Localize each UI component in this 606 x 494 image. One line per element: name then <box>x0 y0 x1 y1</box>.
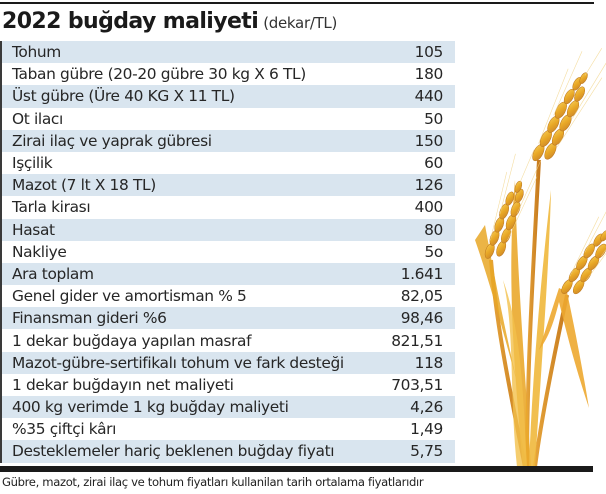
row-value: 4,26 <box>410 398 443 417</box>
row-label: %35 çiftçi kârı <box>12 420 117 439</box>
row-label: Mazot (7 lt X 18 TL) <box>12 176 156 195</box>
row-value: 105 <box>414 43 444 62</box>
row-label: Mazot-gübre-sertifikalı tohum ve fark de… <box>12 353 344 372</box>
row-value: 80 <box>424 220 443 239</box>
row-label: Genel gider ve amortisman % 5 <box>12 287 247 306</box>
table-row: Ot ilacı 50 <box>2 107 455 130</box>
table-row: Taban gübre (20-20 gübre 30 kg X 6 TL) 18… <box>2 63 455 86</box>
row-value: 1,49 <box>410 420 443 439</box>
row-value: 5o <box>424 242 443 261</box>
table-row: Üst gübre (Üre 40 KG X 11 TL) 440 <box>2 85 455 108</box>
row-value: 821,51 <box>391 331 443 350</box>
cost-table: Tohum 105 Taban gübre (20-20 gübre 30 kg … <box>0 41 455 463</box>
page-title: 2022 buğday maliyeti (dekar/TL) <box>2 7 337 38</box>
row-label: Taban gübre (20-20 gübre 30 kg X 6 TL) <box>12 65 306 84</box>
table-row: Nakliye 5o <box>2 240 455 263</box>
row-value: 126 <box>414 176 444 195</box>
row-value: 98,46 <box>400 309 444 328</box>
row-label: Finansman gideri %6 <box>12 309 167 328</box>
title-main: 2022 buğday maliyeti <box>2 9 259 34</box>
footnote: Gübre, mazot, zirai ilaç ve tohum fiyatl… <box>2 475 424 489</box>
table-row: Mazot-gübre-sertifikalı tohum ve fark de… <box>2 351 455 374</box>
table-row: Ara toplam 1.641 <box>2 262 455 286</box>
row-label: Zirai ilaç ve yaprak gübresi <box>12 131 212 150</box>
row-value: 180 <box>414 65 444 84</box>
table-row: Işçilik 60 <box>2 151 455 175</box>
row-value: 400 <box>414 198 444 217</box>
row-value: 1.641 <box>400 264 444 283</box>
row-value: 440 <box>414 87 444 106</box>
table-row: 400 kg verimde 1 kg buğday maliyeti 4,26 <box>2 396 455 419</box>
row-value: 82,05 <box>400 287 444 306</box>
row-label: Desteklemeler hariç beklenen buğday fiya… <box>12 442 335 461</box>
row-label: Tarla kirası <box>12 198 91 217</box>
table-row: Tarla kirası 400 <box>2 196 455 219</box>
title-unit: (dekar/TL) <box>263 14 338 32</box>
row-value: 703,51 <box>391 375 443 394</box>
row-label: Nakliye <box>12 242 67 261</box>
table-row: %35 çiftçi kârı 1,49 <box>2 418 455 441</box>
row-label: 400 kg verimde 1 kg buğday maliyeti <box>12 398 289 417</box>
row-label: Tohum <box>12 43 61 62</box>
row-value: 5,75 <box>410 442 443 461</box>
bottom-rule <box>0 466 593 472</box>
table-row: Finansman gideri %6 98,46 <box>2 307 455 330</box>
wheat-icon <box>475 47 606 467</box>
row-label: Üst gübre (Üre 40 KG X 11 TL) <box>12 87 235 106</box>
row-label: Işçilik <box>12 154 53 173</box>
table-row: 1 dekar buğdaya yapılan masraf 821,51 <box>2 329 455 352</box>
table-row: 1 dekar buğdayın net maliyeti 703,51 <box>2 373 455 396</box>
row-label: 1 dekar buğdayın net maliyeti <box>12 375 234 394</box>
row-value: 150 <box>414 131 444 150</box>
row-value: 60 <box>424 154 443 173</box>
row-value: 50 <box>424 109 443 128</box>
table-row: Zirai ilaç ve yaprak gübresi 150 <box>2 129 455 152</box>
row-label: Hasat <box>12 220 55 239</box>
row-label: 1 dekar buğdaya yapılan masraf <box>12 331 252 350</box>
table-row: Mazot (7 lt X 18 TL) 126 <box>2 174 455 197</box>
row-value: 118 <box>414 353 444 372</box>
table-row: Genel gider ve amortisman % 5 82,05 <box>2 285 455 308</box>
table-row: Tohum 105 <box>2 41 455 64</box>
row-label: Ara toplam <box>12 264 94 283</box>
table-row: Desteklemeler hariç beklenen buğday fiya… <box>2 440 455 463</box>
row-label: Ot ilacı <box>12 109 63 128</box>
top-rule <box>0 2 594 4</box>
table-row: Hasat 80 <box>2 218 455 241</box>
